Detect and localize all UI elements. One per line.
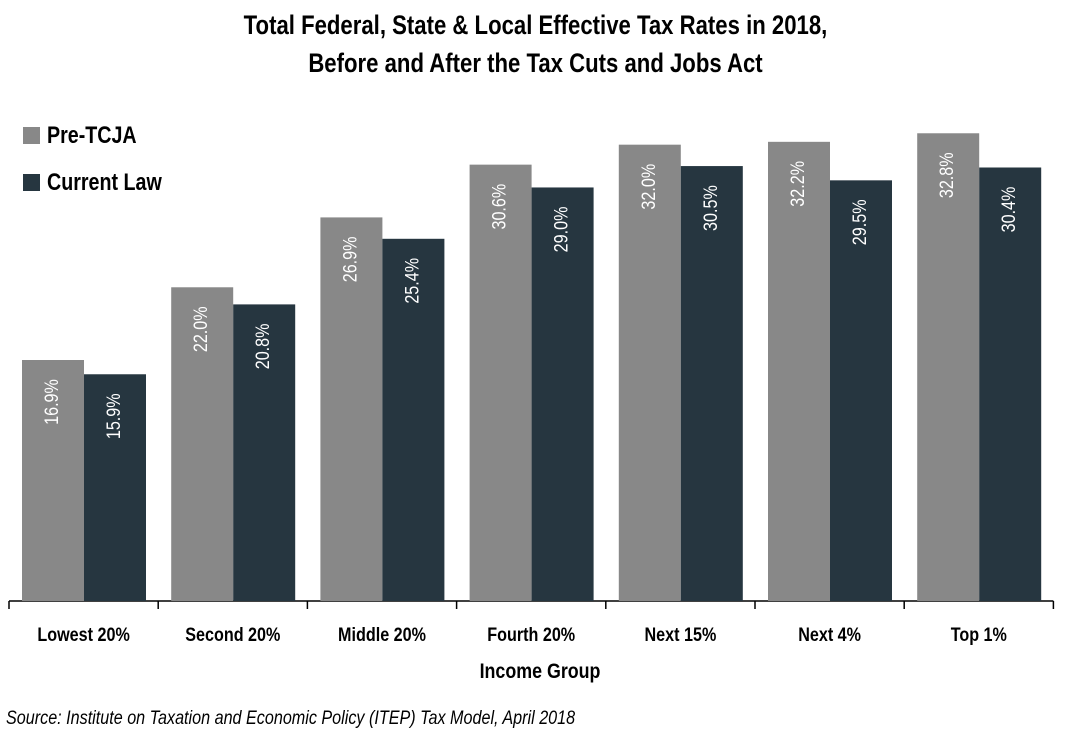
legend-swatch xyxy=(23,174,40,191)
bar-current-law xyxy=(382,238,445,601)
x-tick-label: Next 4% xyxy=(798,624,861,646)
chart-title: Total Federal, State & Local Effective T… xyxy=(243,10,828,40)
bar-current-law xyxy=(830,180,892,601)
x-tick-label: Top 1% xyxy=(951,624,1008,646)
data-label: 20.8% xyxy=(252,323,274,369)
legend-swatch xyxy=(23,127,40,144)
bar-current-law xyxy=(531,187,594,601)
bar-pre-tcja xyxy=(22,360,84,601)
x-axis-label: Income Group xyxy=(480,660,601,684)
bar-pre-tcja xyxy=(768,141,830,601)
x-tick-label: Lowest 20% xyxy=(37,624,130,646)
chart-subtitle: Before and After the Tax Cuts and Jobs A… xyxy=(308,48,763,78)
data-label: 25.4% xyxy=(401,258,423,304)
bar-pre-tcja xyxy=(469,164,532,602)
data-label: 22.0% xyxy=(190,306,212,352)
bar-pre-tcja xyxy=(618,144,681,601)
legend-label: Current Law xyxy=(47,168,163,195)
data-label: 30.6% xyxy=(488,183,510,229)
data-label: 30.5% xyxy=(700,185,722,231)
data-label: 16.9% xyxy=(41,379,63,425)
bar-current-law xyxy=(233,304,296,601)
data-label: 29.0% xyxy=(550,206,572,252)
data-label: 32.0% xyxy=(638,163,660,209)
data-label: 32.2% xyxy=(787,161,809,207)
data-label: 32.8% xyxy=(936,152,958,198)
x-tick-label: Fourth 20% xyxy=(487,624,575,646)
bar-current-law xyxy=(979,167,1042,601)
bar-pre-tcja xyxy=(320,217,383,601)
data-label: 15.9% xyxy=(103,393,125,439)
data-label: 30.4% xyxy=(998,186,1020,232)
data-label: 29.5% xyxy=(849,199,871,245)
legend-label: Pre-TCJA xyxy=(47,121,137,148)
source-note: Source: Institute on Taxation and Econom… xyxy=(6,708,576,729)
x-tick-label: Second 20% xyxy=(185,624,280,646)
x-tick-label: Middle 20% xyxy=(338,624,426,646)
bar-pre-tcja xyxy=(171,287,234,601)
x-tick-label: Next 15% xyxy=(645,624,717,646)
bar-current-law xyxy=(84,374,146,601)
data-label: 26.9% xyxy=(339,236,361,282)
bar-pre-tcja xyxy=(917,133,980,601)
bar-current-law xyxy=(680,166,743,601)
